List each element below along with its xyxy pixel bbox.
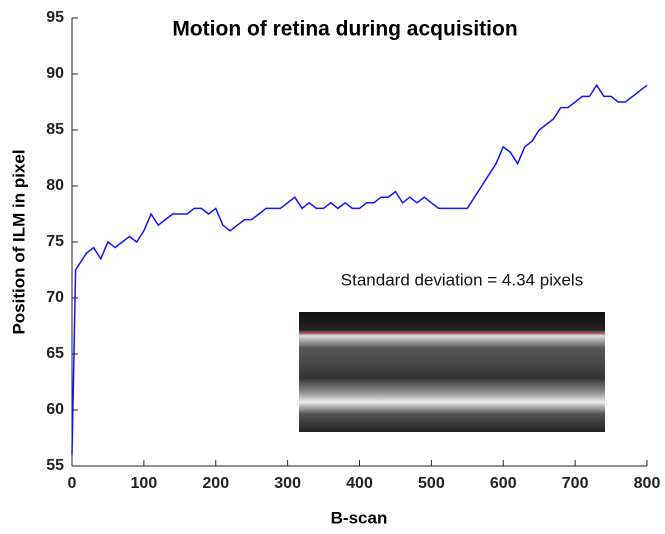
x-axis-label: B-scan <box>331 508 388 527</box>
y-tick-label: 90 <box>46 65 64 82</box>
x-tick-label: 0 <box>68 475 77 492</box>
y-tick-label: 75 <box>46 233 64 250</box>
x-tick-label: 700 <box>562 475 589 492</box>
x-tick-label: 500 <box>418 475 445 492</box>
y-tick-label: 80 <box>46 177 64 194</box>
x-tick-label: 300 <box>274 475 301 492</box>
y-tick-label: 65 <box>46 345 64 362</box>
x-tick-label: 200 <box>202 475 229 492</box>
y-axis-label: Position of ILM in pixel <box>9 149 28 334</box>
chart-title: Motion of retina during acquisition <box>172 18 517 41</box>
chart: Motion of retina during acquisition Stan… <box>0 0 665 529</box>
x-tick-label: 600 <box>490 475 517 492</box>
x-tick-label: 400 <box>346 475 373 492</box>
y-tick-label: 55 <box>46 457 64 474</box>
y-tick-label: 60 <box>46 401 64 418</box>
y-tick-label: 95 <box>46 9 64 26</box>
x-tick-label: 100 <box>131 475 158 492</box>
y-tick-label: 70 <box>46 289 64 306</box>
inset-image <box>299 312 605 432</box>
x-tick-label: 800 <box>634 475 661 492</box>
y-tick-label: 85 <box>46 121 64 138</box>
annotation: Standard deviation = 4.34 pixels <box>341 270 583 289</box>
